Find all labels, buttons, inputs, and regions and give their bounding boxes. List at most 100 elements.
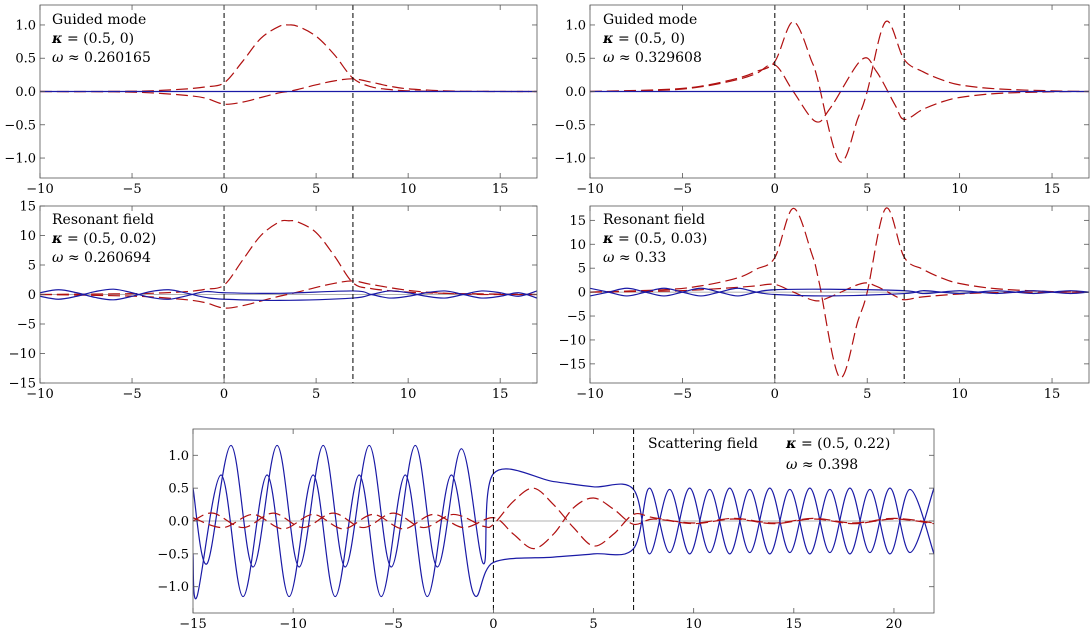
x-tick-label: −15 — [179, 617, 206, 632]
series-group — [40, 219, 537, 309]
y-tick-label: −0.5 — [4, 118, 36, 133]
series-group — [193, 444, 934, 600]
series-line-3 — [193, 487, 934, 547]
x-tick-label: 10 — [685, 617, 702, 632]
y-tick-label: −1.0 — [157, 580, 189, 595]
x-tick-label: −10 — [576, 182, 603, 197]
y-tick-label: 1.0 — [168, 449, 189, 464]
x-tick-label: 0 — [220, 182, 228, 197]
y-tick-label: −1.0 — [554, 152, 586, 167]
annotation-title: Resonant field — [603, 212, 705, 228]
series-line-1 — [40, 24, 537, 93]
y-tick-label: 10 — [19, 229, 36, 244]
annotation-title: Guided mode — [52, 12, 146, 28]
x-tick-label: −5 — [673, 387, 692, 402]
x-tick-label: 0 — [771, 182, 779, 197]
x-tick-label: 5 — [312, 182, 320, 197]
y-tick-label: 0 — [578, 286, 586, 301]
series-line-2 — [590, 282, 1089, 302]
panel-1: −10 −5 0 5 10 15 1.0 0.5 0.0 −0.5 −1.0 Guided mode κ… — [4, 4, 538, 197]
series-line-1 — [590, 20, 1089, 163]
series-line-2 — [193, 474, 934, 600]
y-tick-label: 5 — [28, 259, 36, 274]
y-tick-label: 0.0 — [15, 85, 36, 100]
annotation-kappa: κ = (0.5, 0.03) — [602, 231, 707, 247]
annotation-kappa: κ = (0.5, 0) — [51, 31, 134, 47]
y-tick-label: 0.5 — [15, 52, 36, 67]
y-tick-label: −10 — [9, 347, 36, 362]
y-tick-label: −0.5 — [157, 547, 189, 562]
x-tick-label: 10 — [951, 182, 968, 197]
y-tick-label: 0.0 — [565, 85, 586, 100]
x-tick-label: −10 — [576, 387, 603, 402]
annotation-omega: ω ≈ 0.260694 — [52, 250, 151, 266]
y-tick-label: −10 — [559, 333, 586, 348]
series-line-1 — [590, 207, 1089, 379]
series-line-3 — [590, 287, 1089, 297]
x-tick-label: 15 — [492, 387, 509, 402]
x-tick-label: 5 — [863, 182, 871, 197]
annotation-title: Guided mode — [603, 12, 697, 28]
annotation-omega: ω ≈ 0.398 — [786, 457, 858, 473]
series-line-1 — [193, 444, 934, 568]
panel-2: −10 −5 0 5 10 15 1.0 0.5 0.0 −0.5 −1.0 Guided mode κ… — [554, 4, 1090, 197]
x-tick-label: −5 — [122, 182, 141, 197]
plot-frame — [589, 205, 1090, 384]
y-tick-label: 0 — [28, 288, 36, 303]
y-tick-label: −0.5 — [554, 118, 586, 133]
x-tick-label: 10 — [400, 387, 417, 402]
annotation-kappa: κ = (0.5, 0.02) — [51, 231, 156, 247]
annotation-omega: ω ≈ 0.260165 — [52, 50, 151, 66]
series-line-2 — [590, 57, 1089, 123]
panel-5: −15 −10 −5 0 5 10 15 20 1.0 0.5 0.0 −0.5 −1.0 Scatter… — [157, 428, 935, 632]
x-tick-label: −10 — [26, 182, 53, 197]
series-line-2 — [40, 280, 537, 309]
x-tick-label: 10 — [400, 182, 417, 197]
x-tick-label: −5 — [673, 182, 692, 197]
series-line-3 — [40, 289, 537, 302]
x-tick-label: 20 — [886, 617, 903, 632]
series-line-4 — [590, 287, 1089, 297]
x-tick-label: 15 — [1044, 182, 1061, 197]
y-tick-label: 5 — [578, 262, 586, 277]
x-tick-label: 0 — [220, 387, 228, 402]
x-tick-label: 5 — [589, 617, 597, 632]
series-line-4 — [193, 497, 934, 550]
y-tick-label: −15 — [559, 357, 586, 372]
x-tick-label: 15 — [492, 182, 509, 197]
y-tick-label: 0.0 — [168, 515, 189, 530]
x-tick-label: 5 — [863, 387, 871, 402]
y-tick-label: 0.5 — [565, 52, 586, 67]
x-tick-label: −5 — [122, 387, 141, 402]
annotation-kappa: κ = (0.5, 0) — [602, 31, 685, 47]
x-tick-label: −10 — [26, 387, 53, 402]
y-tick-label: 10 — [569, 238, 586, 253]
panel-4: −10 −5 0 5 10 15 15 10 5 0 −5 −10 −15 Resonant field κ… — [559, 205, 1090, 402]
y-tick-label: 1.0 — [15, 18, 36, 33]
annotation-omega: ω ≈ 0.33 — [603, 250, 666, 266]
x-tick-label: 5 — [312, 387, 320, 402]
x-tick-label: 0 — [771, 387, 779, 402]
y-tick-label: −15 — [9, 377, 36, 392]
annotation-title: Scattering field — [648, 436, 758, 452]
y-tick-label: 1.0 — [565, 18, 586, 33]
x-tick-label: 15 — [1044, 387, 1061, 402]
annotation-kappa: κ = (0.5, 0.22) — [785, 436, 890, 452]
annotation-title: Resonant field — [52, 212, 154, 228]
x-tick-label: −10 — [279, 617, 306, 632]
x-tick-label: 10 — [951, 387, 968, 402]
y-tick-label: −5 — [567, 310, 586, 325]
y-tick-label: 0.5 — [168, 482, 189, 497]
annotation-omega: ω ≈ 0.329608 — [603, 50, 702, 66]
y-tick-label: −1.0 — [4, 152, 36, 167]
y-tick-label: 15 — [569, 214, 586, 229]
series-line-2 — [40, 78, 537, 105]
x-tick-label: −5 — [384, 617, 403, 632]
y-tick-label: −5 — [17, 318, 36, 333]
series-group — [40, 24, 537, 105]
series-group — [590, 207, 1089, 379]
x-tick-label: 15 — [786, 617, 803, 632]
x-tick-label: 0 — [489, 617, 497, 632]
